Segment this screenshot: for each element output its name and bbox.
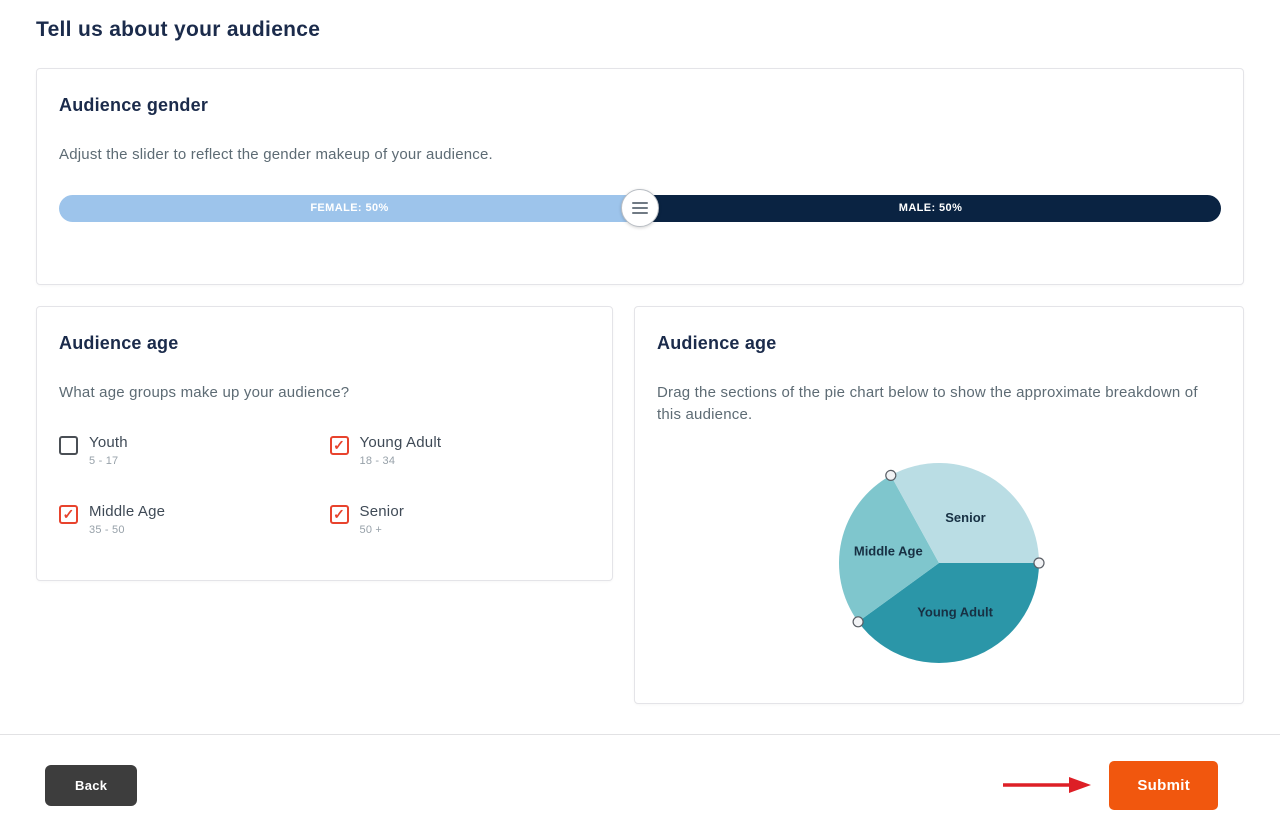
age-option: ✓ Young Adult 18 - 34 — [329, 434, 591, 467]
age-option-checkbox[interactable]: ✓ — [329, 505, 349, 524]
pie-drag-handle[interactable] — [1033, 556, 1045, 569]
audience-age-pie-card: Audience age Drag the sections of the pi… — [634, 305, 1244, 704]
page-title: Tell us about your audience — [36, 18, 321, 41]
slider-drag-handle[interactable] — [621, 189, 659, 227]
age-option-checkbox[interactable] — [59, 436, 78, 455]
footer-bar: Back Submit — [0, 735, 1280, 810]
age-option-label: Youth — [89, 434, 128, 451]
audience-form-page: Tell us about your audience Audience gen… — [36, 18, 1244, 704]
gender-slider[interactable]: FEMALE: 50% MALE: 50% — [59, 189, 1221, 227]
age-option: ✓ Middle Age 35 - 50 — [59, 503, 320, 536]
pie-card-title: Audience age — [657, 332, 777, 353]
audience-gender-card: Audience gender Adjust the slider to ref… — [36, 68, 1244, 285]
slider-female-track[interactable]: FEMALE: 50% — [59, 194, 640, 222]
slider-male-label: MALE: 50% — [898, 202, 963, 214]
pie-drag-handle[interactable] — [885, 469, 897, 481]
pie-chart: Young Adult Middle Age Senior — [838, 462, 1045, 663]
age-options: Youth 5 - 17 ✓ Young Adult 18 - 34 ✓ Mid… — [59, 434, 590, 536]
age-option: Youth 5 - 17 — [59, 434, 320, 467]
audience-age-checkbox-card: Audience age What age groups make up you… — [36, 305, 613, 581]
age-option-text: Middle Age 35 - 50 — [89, 503, 165, 536]
age-card-title: Audience age — [59, 332, 179, 353]
pie-card-description: Drag the sections of the pie chart below… — [657, 383, 1198, 424]
age-cards-row: Audience age What age groups make up you… — [36, 305, 1244, 704]
age-option-checkbox[interactable]: ✓ — [329, 436, 349, 455]
slider-female-label: FEMALE: 50% — [310, 202, 389, 214]
age-option-range: 35 - 50 — [89, 524, 125, 536]
pie-chart-wrap: Young Adult Middle Age Senior — [657, 453, 1221, 673]
pie-slice-senior[interactable] — [890, 462, 1039, 563]
slider-male-track[interactable]: MALE: 50% — [640, 194, 1221, 222]
age-option-text: Young Adult 18 - 34 — [360, 434, 442, 467]
age-option-checkbox[interactable]: ✓ — [59, 505, 78, 524]
age-option-text: Youth 5 - 17 — [89, 434, 128, 467]
pie-slice-middle-age[interactable] — [838, 474, 939, 622]
footer-right-group: Submit — [1001, 760, 1218, 810]
age-option-label: Middle Age — [89, 503, 166, 520]
back-button[interactable]: Back — [45, 764, 138, 806]
handle-grip-line — [632, 202, 648, 204]
handle-grip-line — [632, 207, 648, 209]
pie-drag-handle[interactable] — [852, 615, 864, 627]
pie-slice-young-adult[interactable] — [858, 562, 1039, 663]
age-option-label: Young Adult — [359, 434, 442, 451]
age-option-text: Senior 50 + — [360, 503, 405, 536]
age-option-range: 5 - 17 — [89, 455, 119, 467]
age-option-label: Senior — [359, 503, 405, 520]
submit-button[interactable]: Submit — [1109, 760, 1218, 810]
gender-card-description: Adjust the slider to reflect the gender … — [59, 146, 493, 163]
handle-grip-line — [632, 212, 648, 214]
age-option-range: 50 + — [359, 524, 383, 536]
pie-label-middle-age: Middle Age — [854, 543, 923, 558]
footer-divider — [0, 733, 1280, 735]
age-card-question: What age groups make up your audience? — [59, 383, 350, 401]
pie-label-young-adult: Young Adult — [917, 604, 993, 619]
gender-card-title: Audience gender — [59, 95, 209, 115]
age-option: ✓ Senior 50 + — [329, 503, 591, 536]
annotation-arrow-icon — [1003, 777, 1092, 793]
pie-label-senior: Senior — [945, 510, 985, 525]
age-option-range: 18 - 34 — [359, 455, 396, 467]
